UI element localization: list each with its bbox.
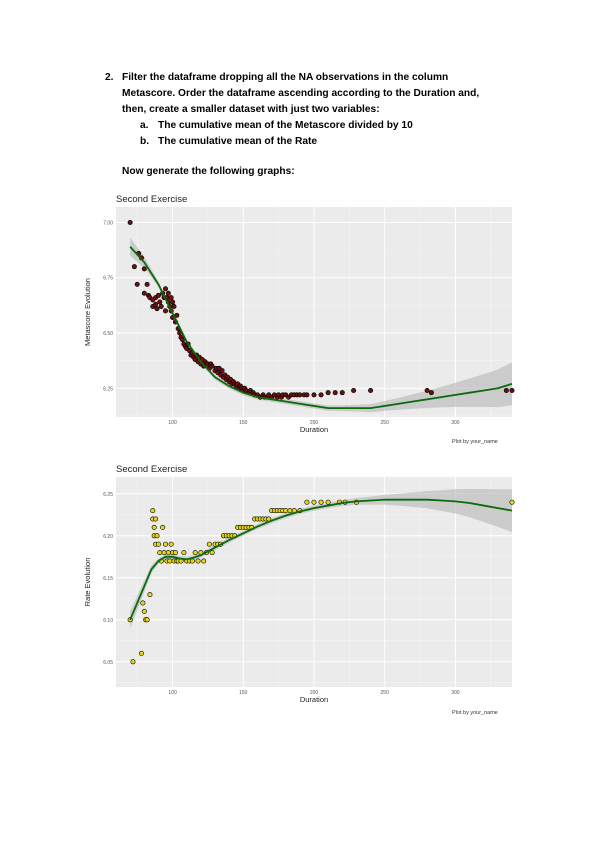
chart1-data-point — [131, 264, 137, 270]
chart1-data-point — [154, 306, 160, 312]
chart1-x-tick-label: 200 — [310, 420, 319, 426]
chart1-data-point — [165, 290, 171, 296]
chart1-caption: Plot by your_name — [452, 439, 498, 445]
chart1-data-point — [339, 390, 345, 396]
chart1-data-point — [168, 295, 174, 301]
chart1-data-point — [209, 363, 215, 369]
chart1-data-point — [332, 390, 338, 396]
chart1-x-tick-label: 250 — [381, 420, 390, 426]
chart1-y-tick-label: 6.75 — [103, 276, 113, 282]
exercise-number: 2. — [105, 72, 114, 83]
chart1-x-tick-label: 150 — [239, 420, 248, 426]
chart1-data-point — [141, 290, 147, 296]
chart1-data-point — [170, 299, 176, 305]
chart1-y-tick-label: 6.25 — [103, 386, 113, 392]
chart1-data-point — [144, 281, 150, 287]
item-a-text: The cumulative mean of the Metascore div… — [158, 120, 413, 131]
chart1-data-point — [127, 219, 133, 225]
chart1-data-point — [318, 392, 324, 398]
chart1-smooth-line — [129, 246, 513, 410]
chart1-data-point — [155, 292, 161, 298]
chart1-data-point — [424, 387, 430, 393]
item-a-marker: a. — [140, 120, 149, 131]
exercise-line-1: Filter the dataframe dropping all the NA… — [122, 72, 449, 83]
item-b-text: The cumulative mean of the Rate — [158, 136, 318, 147]
chart1-data-point — [304, 392, 310, 398]
chart1-x-tick-label: 300 — [451, 420, 460, 426]
exercise-line-3: then, create a smaller dataset with just… — [122, 104, 380, 115]
chart1-y-tick-label: 6.50 — [103, 331, 113, 337]
chart1-data-point — [157, 299, 163, 305]
chart1-data-point — [163, 308, 169, 314]
chart1-data-point — [509, 387, 515, 393]
chart1-x-axis-label: Duration — [300, 425, 328, 434]
chart1-data-point — [311, 392, 317, 398]
exercise-line-2: Metascore. Order the dataframe ascending… — [122, 88, 480, 99]
chart1-confidence-band — [130, 237, 512, 413]
chart1-data-point — [368, 387, 374, 393]
chart1-data-point — [351, 387, 357, 393]
chart1-data-point — [141, 266, 147, 272]
chart1-title: Second Exercise — [116, 194, 188, 205]
item-b-marker: b. — [140, 136, 150, 147]
chart1-data-point — [325, 390, 331, 396]
chart1-data-point — [219, 368, 225, 374]
chart1-y-axis-label: Metascore Evolution — [83, 278, 92, 346]
chart1-data-point — [297, 392, 303, 398]
chart1-data-point — [158, 303, 164, 309]
chart1-data-point — [171, 303, 177, 309]
chart2-caption: Plot by your_name — [452, 710, 498, 716]
chart1-data-point — [428, 390, 434, 396]
chart1-data-point — [153, 301, 159, 307]
chart1-x-tick-label: 100 — [168, 420, 177, 426]
chart1-y-tick-label: 7.00 — [103, 220, 113, 226]
chart1-data-point — [163, 286, 169, 292]
chart1-data-point — [134, 281, 140, 287]
chart2-title: Second Exercise — [116, 464, 188, 475]
instruction: Now generate the following graphs: — [122, 166, 295, 177]
chart1-data-point — [503, 387, 509, 393]
